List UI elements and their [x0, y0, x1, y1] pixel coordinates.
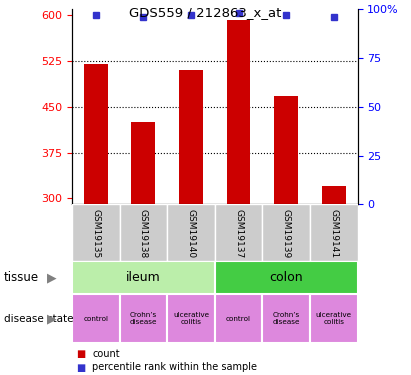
- Bar: [179, 70, 203, 204]
- Text: Crohn’s
disease: Crohn’s disease: [272, 312, 300, 325]
- Text: GSM19141: GSM19141: [329, 209, 338, 258]
- Bar: [167, 294, 215, 343]
- Bar: [167, 204, 215, 261]
- Text: tissue: tissue: [4, 271, 39, 284]
- Bar: [84, 64, 108, 204]
- Text: GSM19140: GSM19140: [187, 209, 196, 258]
- Text: ileum: ileum: [126, 271, 161, 284]
- Bar: [226, 20, 250, 204]
- Bar: [72, 204, 120, 261]
- Text: GSM19138: GSM19138: [139, 209, 148, 258]
- Text: control: control: [226, 316, 251, 322]
- Text: GSM19135: GSM19135: [91, 209, 100, 258]
- Text: colon: colon: [269, 271, 303, 284]
- Bar: [262, 204, 310, 261]
- Text: ulcerative
colitis: ulcerative colitis: [173, 312, 209, 325]
- Bar: [274, 96, 298, 204]
- Bar: [215, 261, 358, 294]
- Text: GSM19137: GSM19137: [234, 209, 243, 258]
- Text: ■: ■: [76, 350, 85, 359]
- Bar: [120, 294, 167, 343]
- Bar: [310, 294, 358, 343]
- Bar: [132, 122, 155, 204]
- Text: ulcerative
colitis: ulcerative colitis: [316, 312, 352, 325]
- Text: control: control: [83, 316, 108, 322]
- Text: GSM19139: GSM19139: [282, 209, 291, 258]
- Text: count: count: [92, 350, 120, 359]
- Text: GDS559 / 212863_x_at: GDS559 / 212863_x_at: [129, 6, 282, 19]
- Text: ▶: ▶: [46, 271, 56, 284]
- Text: Crohn’s
disease: Crohn’s disease: [129, 312, 157, 325]
- Bar: [72, 261, 215, 294]
- Bar: [215, 294, 262, 343]
- Bar: [262, 294, 310, 343]
- Text: ▶: ▶: [46, 312, 56, 325]
- Text: disease state: disease state: [4, 314, 74, 324]
- Text: percentile rank within the sample: percentile rank within the sample: [92, 363, 257, 372]
- Text: ■: ■: [76, 363, 85, 372]
- Bar: [322, 186, 346, 204]
- Bar: [310, 204, 358, 261]
- Bar: [215, 204, 262, 261]
- Bar: [120, 204, 167, 261]
- Bar: [72, 294, 120, 343]
